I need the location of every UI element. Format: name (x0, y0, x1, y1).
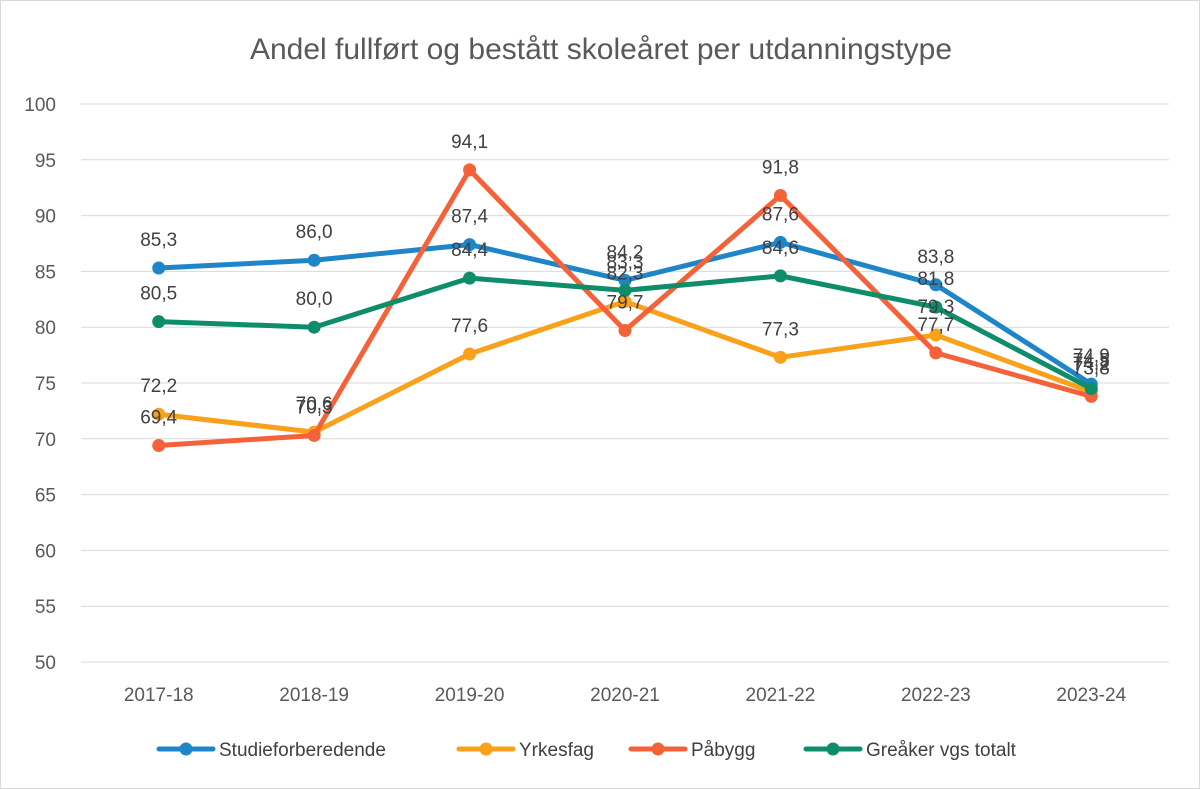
data-label: 82,3 (607, 264, 644, 285)
data-point (618, 283, 632, 297)
y-tick-label: 65 (35, 486, 56, 507)
data-label: 69,4 (140, 407, 177, 428)
data-point (929, 328, 943, 342)
y-tick-label: 60 (35, 541, 56, 562)
data-labels: 85,3 86,0 87,4 84,2 87,6 83,8 74,9 72,2 70,6 77,6… (140, 132, 1110, 429)
data-point (618, 273, 632, 287)
x-axis: 2017-18 2018-19 2019-20 2020-21 2021-22 2022-… (124, 685, 1127, 706)
data-point (307, 428, 321, 442)
x-tick-label: 2018-19 (279, 685, 349, 706)
data-point (773, 235, 787, 249)
data-label: 83,8 (917, 247, 954, 268)
data-point (929, 300, 943, 314)
data-label: 80,5 (140, 284, 177, 305)
gridlines (81, 103, 1169, 663)
data-point (463, 238, 477, 252)
y-tick-label: 70 (35, 430, 56, 451)
data-label: 83,3 (607, 252, 644, 273)
x-tick-label: 2023-24 (1056, 685, 1126, 706)
data-point (618, 295, 632, 309)
data-label: 81,8 (917, 269, 954, 290)
y-tick-label: 80 (35, 318, 56, 339)
legend-label: Påbygg (691, 740, 755, 761)
data-label: 87,6 (762, 204, 799, 225)
legend-marker (479, 742, 493, 756)
y-tick-label: 75 (35, 374, 56, 395)
x-tick-label: 2022-23 (901, 685, 971, 706)
data-label: 87,4 (451, 207, 488, 228)
data-label: 77,7 (917, 315, 954, 336)
y-tick-label: 100 (24, 95, 56, 116)
data-label: 85,3 (140, 230, 177, 251)
legend-item: Greåker vgs totalt (803, 740, 1017, 761)
data-label: 79,7 (607, 293, 644, 314)
data-label: 91,8 (762, 158, 799, 179)
data-label: 86,0 (296, 222, 333, 243)
data-point (463, 271, 477, 285)
data-point (307, 253, 321, 267)
chart-title: Andel fullført og bestått skoleåret per … (250, 33, 952, 66)
legend-marker (179, 742, 193, 756)
data-label: 79,3 (917, 297, 954, 318)
data-label: 72,2 (140, 376, 177, 397)
y-tick-label: 55 (35, 597, 56, 618)
series-lines (152, 163, 1098, 452)
data-label: 77,6 (451, 316, 488, 337)
y-tick-label: 90 (35, 207, 56, 228)
x-tick-label: 2021-22 (746, 685, 816, 706)
data-label: 70,6 (296, 394, 333, 415)
data-label: 74,9 (1073, 346, 1110, 367)
legend: Studieforberedende Yrkesfag Påbygg Greåker … (156, 740, 1017, 761)
data-point (463, 163, 477, 177)
data-point (773, 189, 787, 203)
legend-marker (651, 742, 665, 756)
legend-label: Yrkesfag (519, 740, 594, 761)
data-label: 84,2 (607, 242, 644, 263)
data-point (773, 269, 787, 283)
data-point (152, 315, 166, 329)
legend-label: Studieforberedende (219, 740, 386, 761)
data-point (773, 350, 787, 364)
data-label: 70,3 (296, 397, 333, 418)
data-label: 73,8 (1073, 358, 1110, 379)
data-point (152, 407, 166, 421)
data-label: 74,2 (1073, 354, 1110, 375)
legend-label: Greåker vgs totalt (866, 740, 1017, 761)
data-point (1084, 382, 1098, 396)
data-point (929, 278, 943, 292)
y-tick-label: 85 (35, 262, 56, 283)
x-tick-label: 2020-21 (590, 685, 660, 706)
x-tick-label: 2017-18 (124, 685, 194, 706)
y-tick-label: 95 (35, 151, 56, 172)
data-label: 80,0 (296, 289, 333, 310)
y-axis: 50 55 60 65 70 75 80 85 90 95 100 (24, 95, 56, 674)
y-tick-label: 50 (35, 653, 56, 674)
legend-item: Påbygg (628, 740, 755, 761)
legend-item: Yrkesfag (456, 740, 594, 761)
data-point (929, 346, 943, 360)
data-label: 94,1 (451, 132, 488, 153)
legend-item: Studieforberedende (156, 740, 386, 761)
data-point (152, 438, 166, 452)
data-label: 84,4 (451, 240, 488, 261)
data-label: 84,6 (762, 238, 799, 259)
data-point (618, 324, 632, 338)
x-tick-label: 2019-20 (435, 685, 505, 706)
data-point (152, 261, 166, 275)
data-point (307, 320, 321, 334)
data-point (463, 347, 477, 361)
data-label: 74,5 (1073, 351, 1110, 372)
legend-marker (826, 742, 840, 756)
data-label: 77,3 (762, 319, 799, 340)
